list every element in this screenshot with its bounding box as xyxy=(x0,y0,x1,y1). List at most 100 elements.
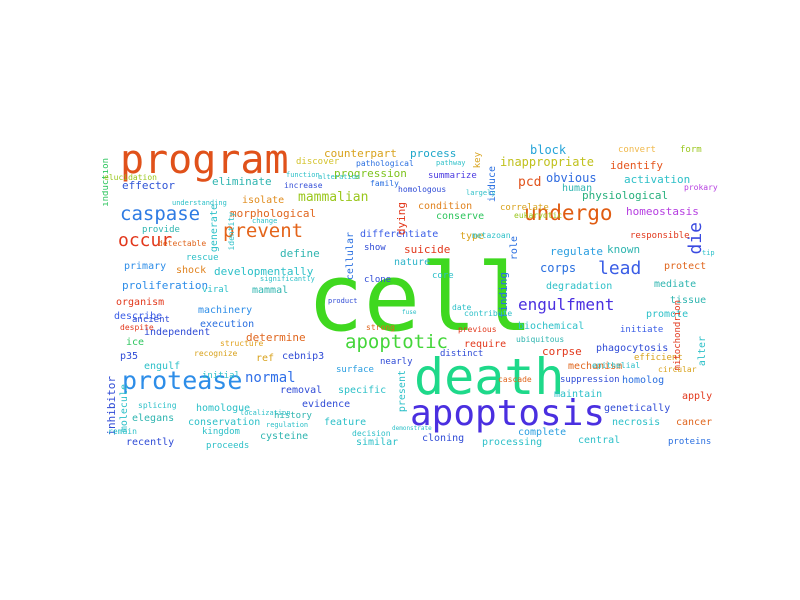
word: tip xyxy=(702,249,715,257)
word: cellular xyxy=(345,232,356,281)
word: localization xyxy=(240,409,291,417)
word: mechanism xyxy=(568,361,623,372)
word: corpse xyxy=(542,345,582,358)
word: p35 xyxy=(120,351,139,362)
word: identity xyxy=(227,212,236,251)
word: eliminate xyxy=(212,175,272,188)
word: recently xyxy=(126,437,175,448)
word: elucidation xyxy=(104,173,157,182)
word: developmentally xyxy=(214,265,314,278)
word: recognize xyxy=(194,349,238,358)
word: occur xyxy=(118,230,173,251)
word: detectable xyxy=(158,239,207,248)
word: show xyxy=(364,243,386,253)
word: splicing xyxy=(138,401,177,410)
word: pathway xyxy=(436,159,466,167)
word: circular xyxy=(658,365,697,374)
word: nature xyxy=(394,257,431,268)
word: evidence xyxy=(302,399,351,410)
word: decision xyxy=(352,429,391,438)
word: cancer xyxy=(676,417,713,428)
word: increase xyxy=(284,181,323,190)
word: ice xyxy=(126,337,145,348)
word: homologous xyxy=(398,185,447,194)
word: effector xyxy=(122,179,175,192)
word: conserve xyxy=(436,211,485,222)
word: apoptotic xyxy=(345,331,448,353)
word: counterpart xyxy=(324,147,397,160)
word: removal xyxy=(280,385,323,396)
word: molecule xyxy=(119,384,130,433)
word: structure xyxy=(220,339,264,348)
word: date xyxy=(452,303,472,312)
word: similar xyxy=(356,437,399,448)
word: necrosis xyxy=(612,417,661,428)
word: normal xyxy=(245,370,296,386)
word: cysteine xyxy=(260,431,309,442)
word: fuse xyxy=(402,309,417,316)
word: distinct xyxy=(440,349,484,359)
word: family xyxy=(370,179,399,188)
word: prevent xyxy=(223,220,304,242)
word: key xyxy=(473,152,483,169)
word: induction xyxy=(102,158,111,207)
word: history xyxy=(274,411,312,421)
word: correlate xyxy=(500,203,549,213)
word: pcd xyxy=(518,175,542,190)
word: discover xyxy=(296,157,340,167)
word: cell xyxy=(307,244,534,353)
word: engulfment xyxy=(518,295,615,314)
word: tissue xyxy=(670,295,707,306)
word: inappropriate xyxy=(500,155,594,169)
word: suicide xyxy=(404,243,451,256)
word: isolate xyxy=(242,195,285,206)
word: viral xyxy=(202,285,230,295)
word: cloning xyxy=(422,433,465,444)
word: kingdom xyxy=(202,427,240,437)
word: convert xyxy=(618,145,656,155)
word-cloud: cell death program apoptosis protease ap… xyxy=(102,140,718,460)
word: biochemical xyxy=(518,321,585,332)
word: degradation xyxy=(546,281,613,292)
word: lead xyxy=(598,258,642,279)
word: process xyxy=(410,147,457,160)
word: primary xyxy=(124,261,167,272)
word: mitochondrion xyxy=(673,300,683,371)
word: ubiquitous xyxy=(516,335,565,344)
word: central xyxy=(578,435,621,446)
word: homolog xyxy=(622,375,665,386)
word: complete xyxy=(518,427,567,438)
word: engulf xyxy=(144,361,181,372)
word: change xyxy=(252,217,278,225)
word: feature xyxy=(324,417,367,428)
word: progression xyxy=(334,167,407,180)
word: strong xyxy=(366,323,395,332)
word: morphological xyxy=(230,207,317,220)
word: cebnip3 xyxy=(282,351,325,362)
word: human xyxy=(562,183,593,194)
word: initial xyxy=(202,371,240,381)
word: provide xyxy=(142,225,180,235)
word: protect xyxy=(664,261,707,272)
word: determine xyxy=(246,331,306,344)
word: core xyxy=(432,271,454,281)
word: processing xyxy=(482,437,543,448)
word: contribute xyxy=(464,309,513,318)
word: death xyxy=(414,348,565,406)
word: promote xyxy=(646,309,689,320)
word: mediate xyxy=(654,279,697,290)
word: mammalian xyxy=(298,190,369,205)
word: proliferation xyxy=(122,279,209,292)
word: obvious xyxy=(546,171,597,185)
word: specific xyxy=(338,385,387,396)
word: type xyxy=(460,231,485,242)
word: generate xyxy=(209,204,220,253)
word: form xyxy=(680,145,702,155)
word: pathological xyxy=(356,159,414,168)
word: independent xyxy=(144,327,211,338)
word: execution xyxy=(200,319,255,330)
word: rescue xyxy=(186,253,219,263)
word: require xyxy=(464,339,507,350)
word: summarize xyxy=(428,171,477,181)
word: genetically xyxy=(604,403,671,414)
